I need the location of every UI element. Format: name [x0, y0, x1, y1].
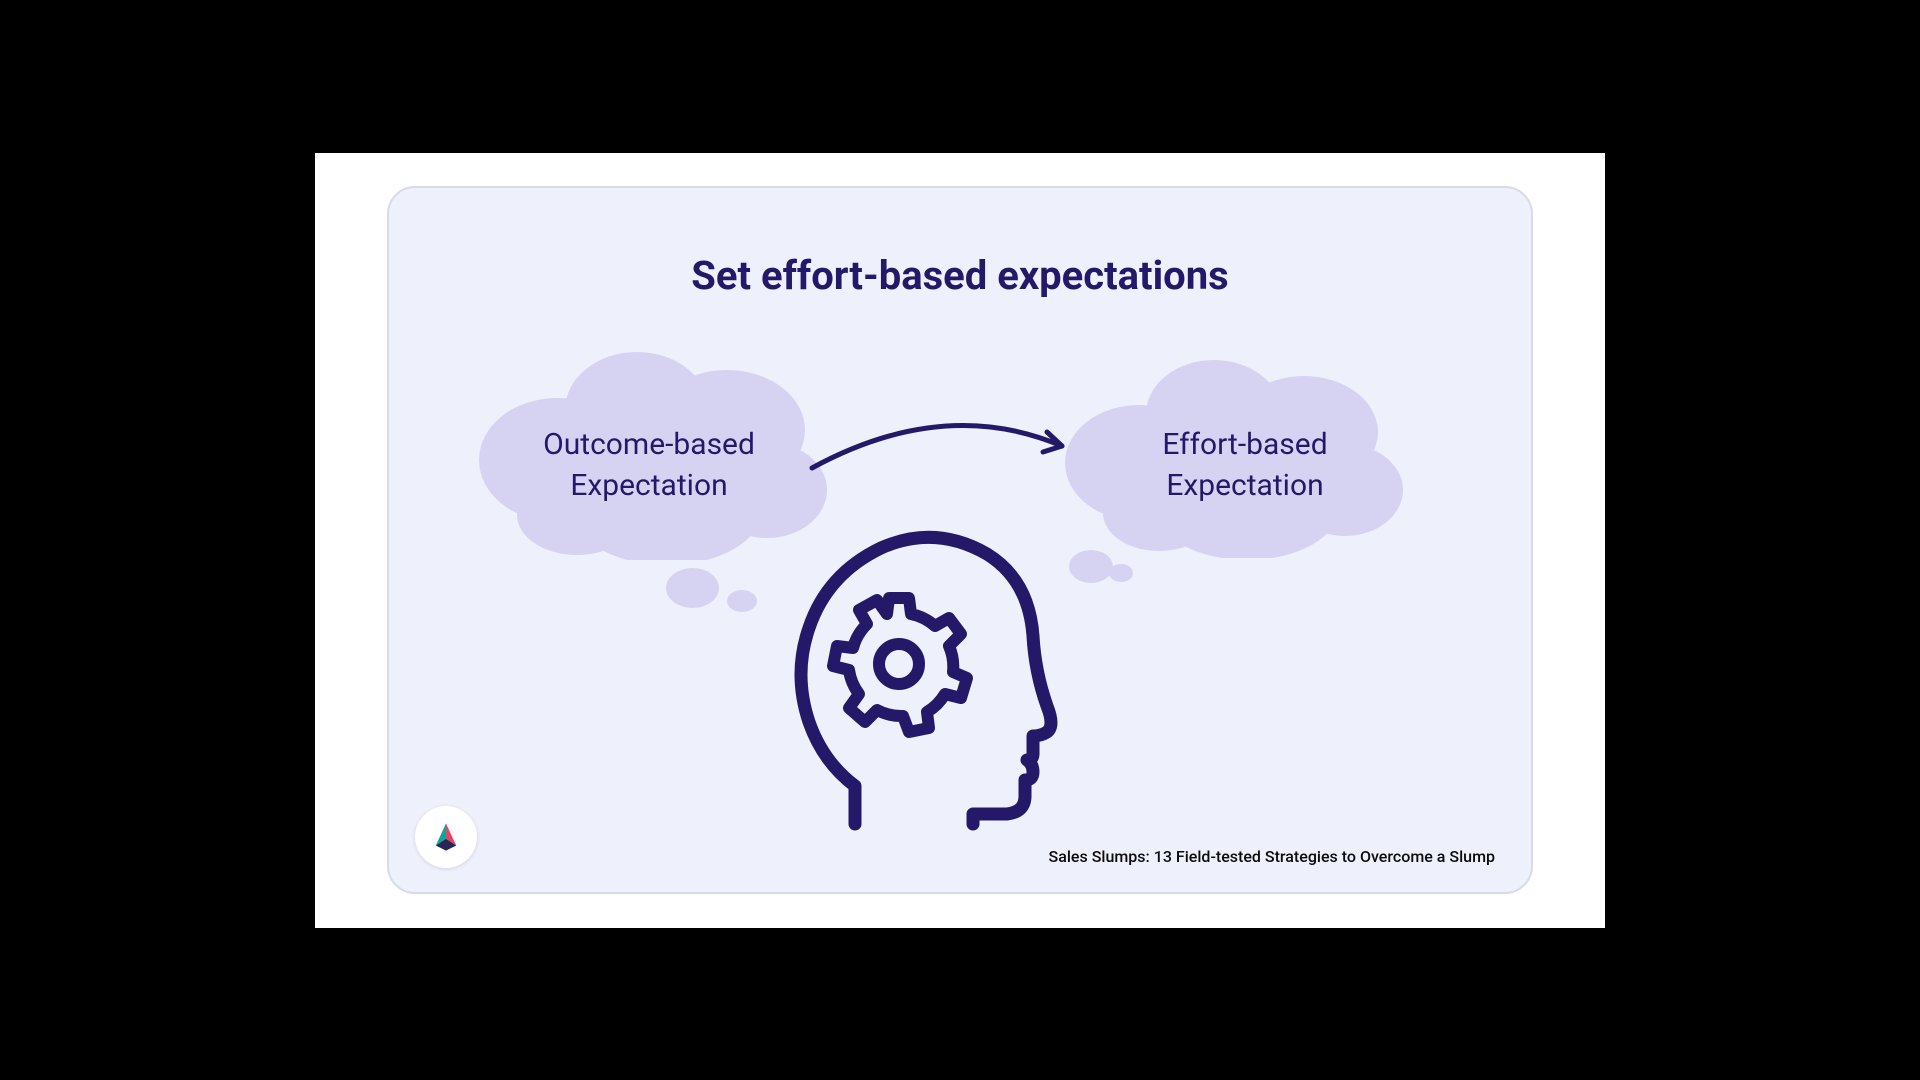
logo-badge	[415, 806, 477, 868]
infographic-card: Set effort-based expectations Outcome-ba…	[387, 186, 1533, 894]
caption: Sales Slumps: 13 Field-tested Strategies…	[1049, 847, 1495, 866]
outer-frame: Set effort-based expectations Outcome-ba…	[315, 153, 1605, 928]
cloud-left-line1: Outcome-based	[519, 425, 779, 466]
cloud-right-line1: Effort-based	[1115, 425, 1375, 466]
arrow-icon	[804, 408, 1079, 478]
cloud-left-label: Outcome-based Expectation	[519, 425, 779, 506]
logo-icon	[429, 820, 463, 854]
cloud-right-line2: Expectation	[1115, 466, 1375, 507]
thought-dot-left-1	[666, 568, 719, 608]
thought-dot-right-2	[1109, 564, 1133, 582]
thought-dot-left-2	[727, 590, 757, 612]
cloud-right-label: Effort-based Expectation	[1115, 425, 1375, 506]
thought-dot-right-1	[1069, 550, 1113, 583]
title: Set effort-based expectations	[389, 252, 1531, 299]
cloud-left-line2: Expectation	[519, 466, 779, 507]
head-gear-icon	[777, 524, 1067, 834]
